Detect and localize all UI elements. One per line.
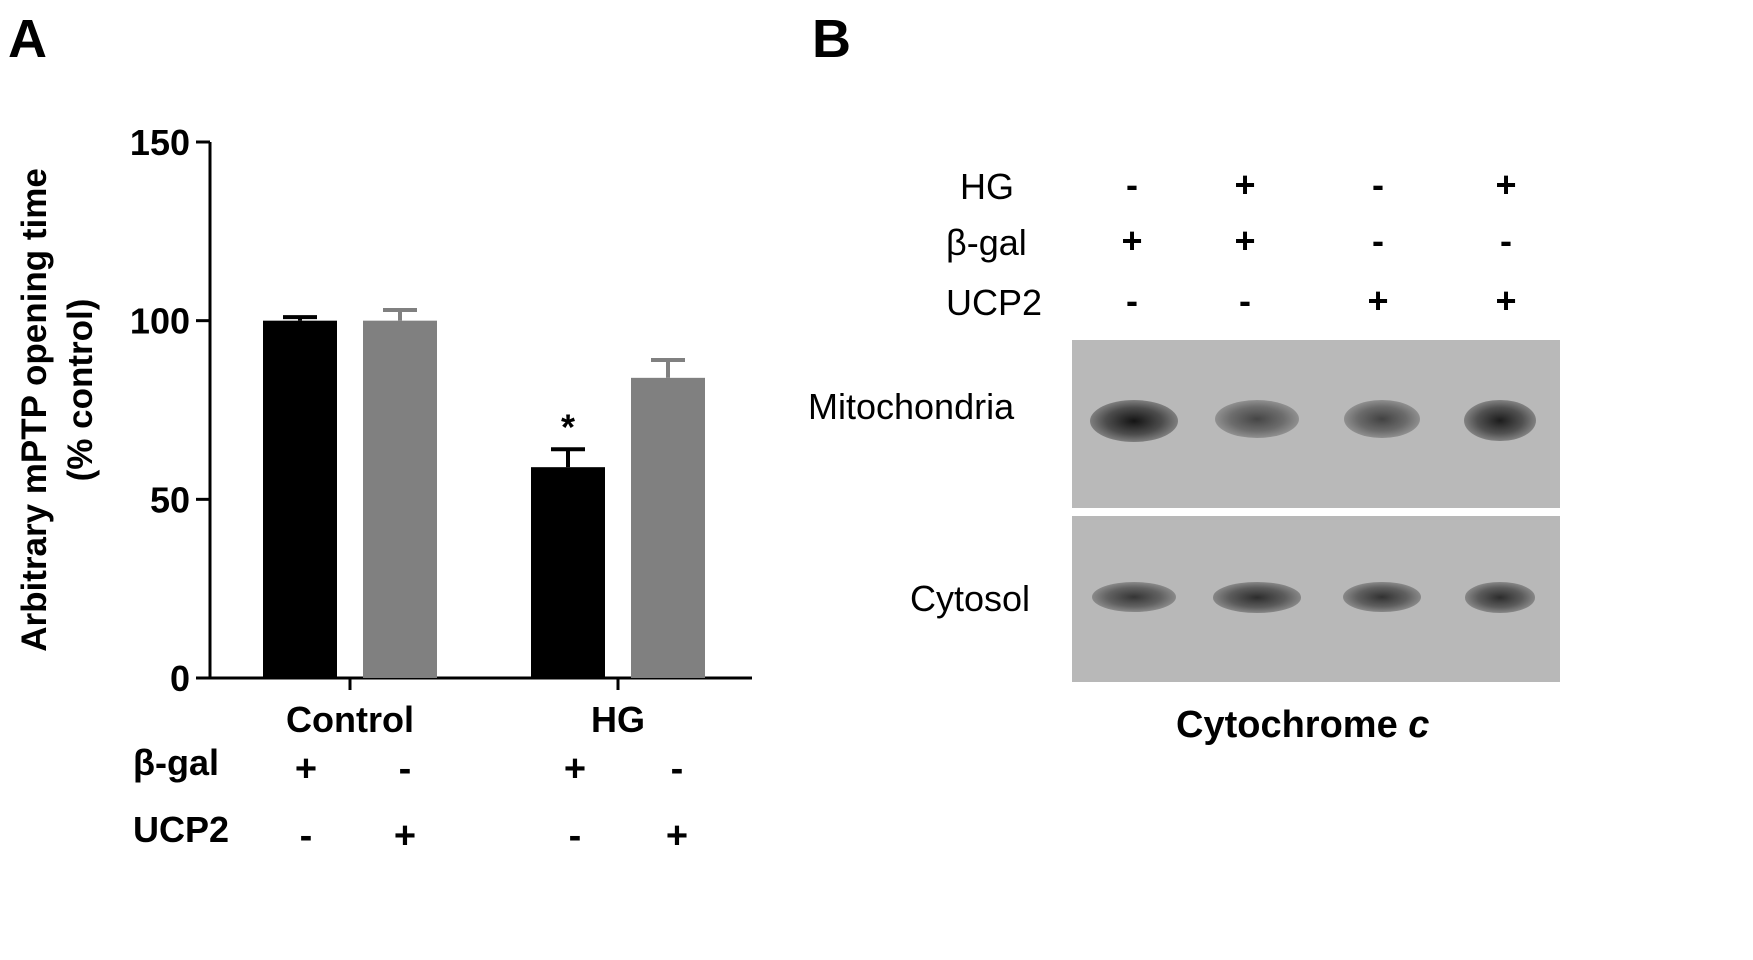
blot-condition-sign: -	[1500, 220, 1512, 261]
blot-label-mitochondria: Mitochondria	[808, 386, 1015, 427]
bar-chart: 0 50 100 150 Control HG * Arbitrary mPTP openin…	[15, 122, 752, 857]
blot-condition-sign: +	[1121, 220, 1143, 261]
blot-band	[1344, 400, 1420, 439]
blot-condition-sign: -	[1126, 164, 1138, 205]
condition-row-label: β-gal	[133, 742, 219, 783]
x-tick-label: Control	[286, 699, 414, 740]
y-tick-label: 150	[130, 122, 190, 163]
blot-mitochondria	[1072, 340, 1560, 508]
blot-band	[1343, 582, 1421, 613]
bar	[263, 320, 337, 678]
condition-sign: -	[300, 815, 313, 857]
y-tick-label: 100	[130, 301, 190, 342]
blot-band	[1090, 400, 1178, 442]
condition-sign: +	[394, 815, 416, 857]
blot-band	[1214, 400, 1300, 439]
blot-condition-label: β-gal	[946, 222, 1027, 263]
condition-sign: -	[399, 748, 412, 790]
condition-sign: +	[295, 748, 317, 790]
condition-sign: +	[564, 748, 586, 790]
blot-condition-sign: +	[1234, 164, 1256, 205]
condition-sign: -	[569, 815, 582, 857]
y-tick-label: 0	[170, 658, 190, 699]
blot-band	[1213, 582, 1301, 613]
condition-sign: -	[671, 748, 684, 790]
blot-cytosol	[1072, 516, 1560, 682]
significance-asterisk: *	[561, 406, 575, 447]
y-axis-label-unit: (% control)	[61, 299, 100, 482]
bar	[531, 467, 605, 678]
blot-condition-label: HG	[960, 166, 1014, 207]
blot-condition-sign: +	[1234, 220, 1256, 261]
caption-italic: c	[1408, 704, 1430, 746]
blot-label-cytosol: Cytosol	[910, 578, 1031, 619]
blot-condition-sign: -	[1239, 280, 1251, 321]
blot-condition-sign: -	[1126, 280, 1138, 321]
y-axis-label: Arbitrary mPTP opening time	[15, 168, 54, 652]
blot-condition-sign: +	[1495, 280, 1517, 321]
blot-condition-sign: -	[1372, 164, 1384, 205]
blot-caption: Cytochrome c	[1176, 704, 1429, 747]
blot-band	[1465, 582, 1535, 613]
blot-band	[1464, 400, 1536, 442]
bar	[631, 377, 705, 678]
condition-row-label: UCP2	[133, 809, 229, 850]
blot-condition-label: UCP2	[946, 282, 1043, 323]
y-tick-label: 50	[150, 479, 190, 520]
blot-band	[1091, 582, 1177, 613]
panel-b-letter: B	[812, 9, 851, 69]
caption-main: Cytochrome	[1176, 704, 1409, 746]
condition-sign: +	[666, 815, 688, 857]
blot-condition-sign: -	[1372, 220, 1384, 261]
blot-condition-sign: +	[1495, 164, 1517, 205]
x-tick-label: HG	[591, 699, 645, 740]
panel-a-letter: A	[8, 9, 47, 69]
blot-condition-sign: +	[1367, 280, 1389, 321]
bar	[363, 320, 437, 678]
